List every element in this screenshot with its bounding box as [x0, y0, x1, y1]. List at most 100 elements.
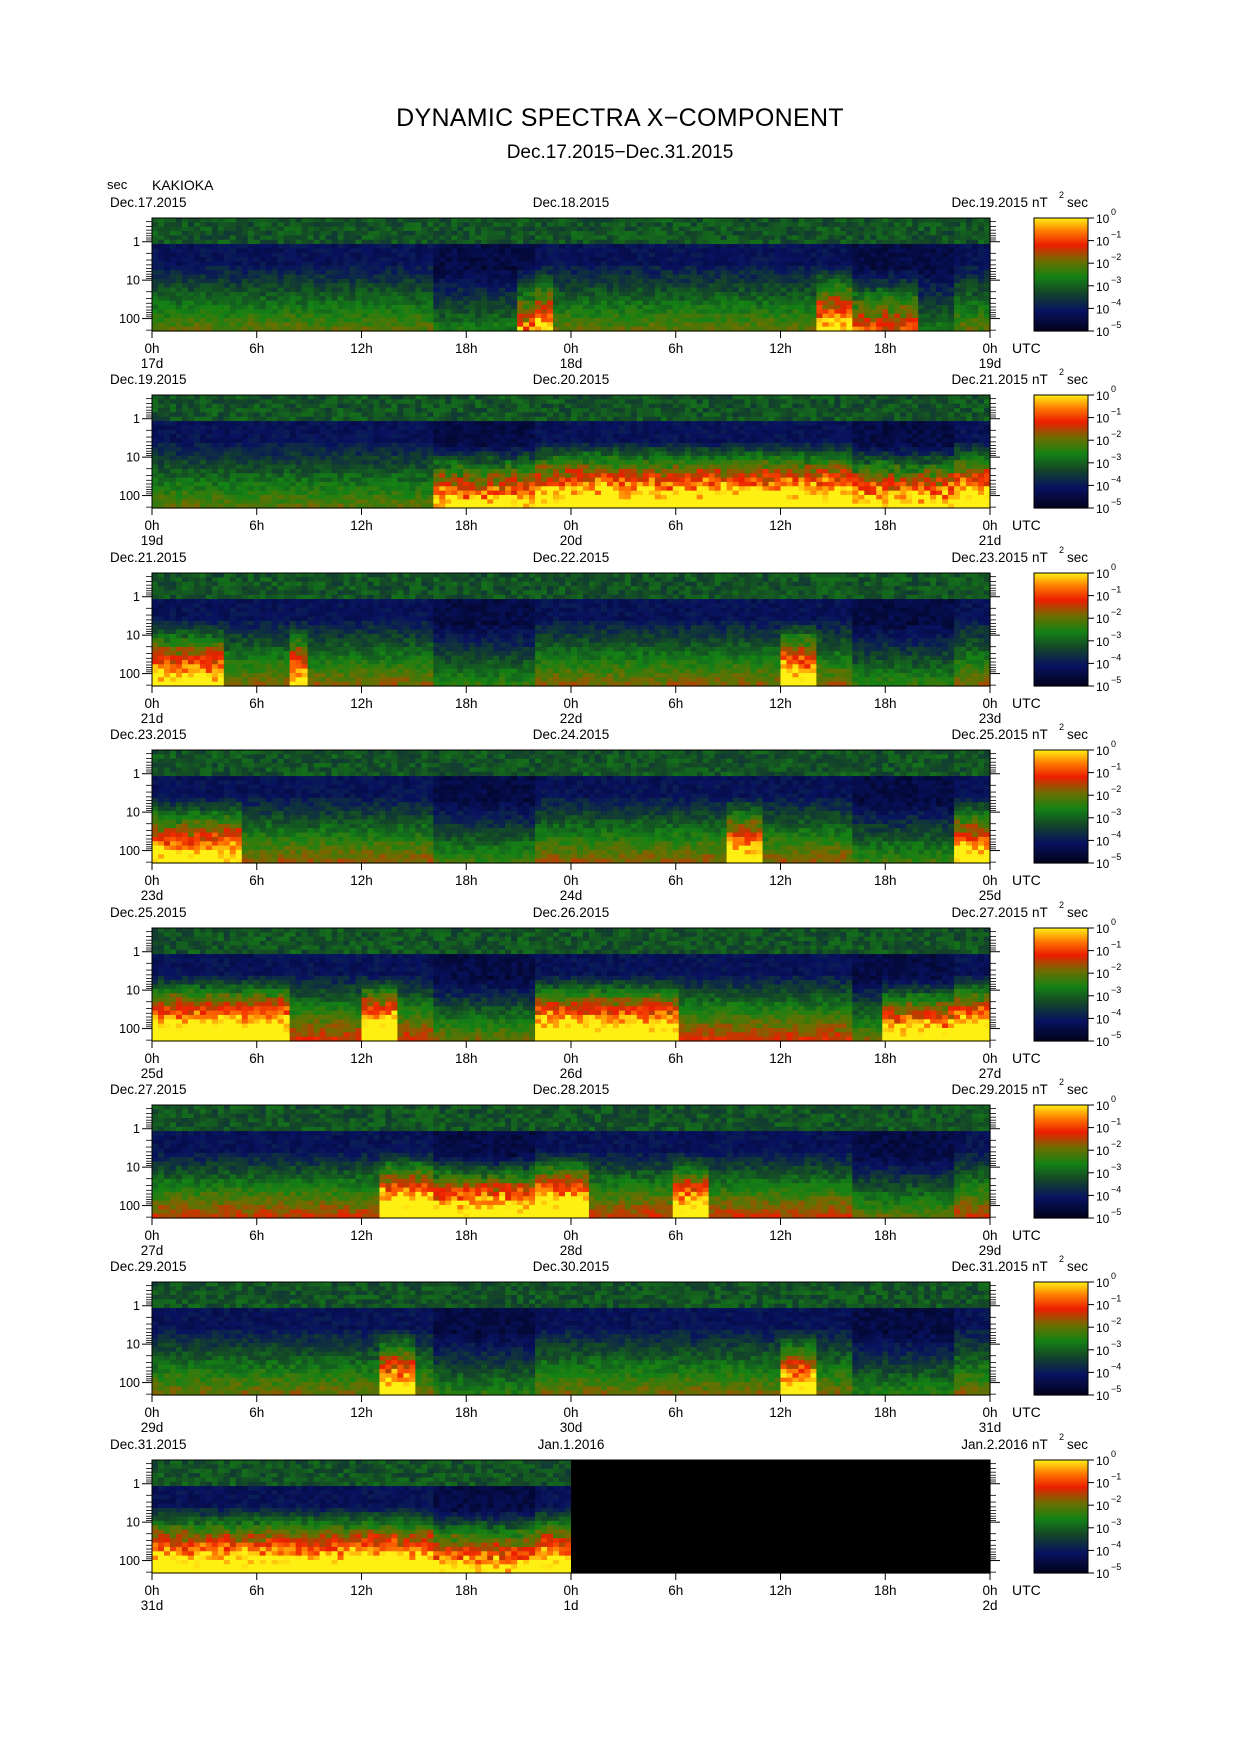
heatmap-cell: [427, 301, 434, 306]
heatmap-cell: [266, 261, 273, 266]
heatmap-cell: [344, 301, 351, 306]
heatmap-cell: [385, 309, 392, 314]
heatmap-cell: [158, 275, 165, 280]
heatmap-cell: [385, 296, 392, 301]
heatmap-cell: [356, 248, 363, 253]
heatmap-cell: [391, 261, 398, 266]
heatmap-cell: [188, 257, 195, 262]
heatmap-cell: [230, 275, 237, 280]
heatmap-cell: [242, 279, 249, 284]
heatmap-cell: [170, 283, 177, 288]
heatmap-cell: [206, 305, 213, 310]
heatmap-cell: [350, 248, 357, 253]
heatmap-cell: [385, 261, 392, 266]
panel-date-mid: Dec.18.2015: [533, 195, 610, 210]
heatmap-cell: [421, 318, 428, 323]
heatmap-cell: [433, 253, 440, 258]
heatmap-cell: [397, 231, 404, 236]
heatmap-cell: [350, 288, 357, 293]
heatmap-cell: [290, 261, 297, 266]
heatmap-cell: [403, 248, 410, 253]
heatmap-cell: [367, 275, 374, 280]
heatmap-cell: [230, 270, 237, 275]
heatmap-cell: [296, 266, 303, 271]
heatmap-cell: [206, 301, 213, 306]
heatmap-cell: [266, 218, 273, 223]
heatmap-cell: [338, 222, 345, 227]
heatmap-cell: [194, 309, 201, 314]
heatmap-cell: [242, 288, 249, 293]
heatmap-cell: [421, 244, 428, 249]
heatmap-cell: [182, 275, 189, 280]
heatmap-cell: [385, 244, 392, 249]
heatmap-cell: [266, 283, 273, 288]
heatmap-cell: [218, 309, 225, 314]
heatmap-cell: [206, 253, 213, 258]
heatmap-cell: [433, 244, 440, 249]
heatmap-cell: [356, 283, 363, 288]
heatmap-cell: [344, 227, 351, 232]
heatmap-cell: [445, 279, 452, 284]
heatmap-cell: [356, 218, 363, 223]
heatmap-cell: [212, 222, 219, 227]
heatmap-cell: [260, 288, 267, 293]
heatmap-cell: [421, 231, 428, 236]
heatmap-cell: [218, 253, 225, 258]
heatmap-cell: [356, 296, 363, 301]
heatmap-cell: [266, 322, 273, 327]
heatmap-cell: [212, 318, 219, 323]
heatmap-cell: [176, 244, 183, 249]
heatmap-cell: [320, 257, 327, 262]
heatmap-cell: [224, 222, 231, 227]
heatmap-cell: [344, 218, 351, 223]
heatmap-cell: [206, 292, 213, 297]
heatmap-cell: [212, 244, 219, 249]
heatmap-cell: [212, 248, 219, 253]
heatmap-cell: [260, 253, 267, 258]
heatmap-cell: [176, 218, 183, 223]
heatmap-cell: [284, 292, 291, 297]
heatmap-cell: [356, 222, 363, 227]
heatmap-cell: [164, 227, 171, 232]
heatmap-cell: [260, 314, 267, 319]
heatmap-cell: [200, 248, 207, 253]
heatmap-cell: [302, 222, 309, 227]
heatmap-cell: [182, 235, 189, 240]
heatmap-cell: [164, 253, 171, 258]
heatmap-cell: [236, 309, 243, 314]
heatmap-cell: [421, 270, 428, 275]
heatmap-cell: [385, 288, 392, 293]
heatmap-cell: [362, 322, 369, 327]
heatmap-cell: [302, 227, 309, 232]
heatmap-cell: [332, 301, 339, 306]
heatmap-cell: [212, 322, 219, 327]
heatmap-cell: [445, 296, 452, 301]
heatmap-cell: [433, 296, 440, 301]
heatmap-cell: [379, 296, 386, 301]
heatmap-cell: [170, 292, 177, 297]
heatmap-cell: [188, 227, 195, 232]
heatmap-cell: [152, 222, 159, 227]
heatmap-cell: [188, 283, 195, 288]
heatmap-cell: [218, 301, 225, 306]
heatmap-cell: [272, 253, 279, 258]
heatmap-cell: [379, 235, 386, 240]
heatmap-cell: [403, 240, 410, 245]
heatmap-cell: [206, 314, 213, 319]
heatmap-cell: [445, 270, 452, 275]
heatmap-cell: [254, 288, 261, 293]
heatmap-cell: [379, 244, 386, 249]
heatmap-cell: [332, 309, 339, 314]
heatmap-cell: [254, 279, 261, 284]
heatmap-cell: [385, 305, 392, 310]
heatmap-cell: [206, 275, 213, 280]
heatmap-cell: [230, 244, 237, 249]
heatmap-cell: [326, 309, 333, 314]
heatmap-cell: [248, 222, 255, 227]
heatmap-cell: [320, 301, 327, 306]
heatmap-cell: [296, 314, 303, 319]
heatmap-cell: [278, 305, 285, 310]
heatmap-cell: [415, 222, 422, 227]
heatmap-cell: [230, 240, 237, 245]
heatmap-cell: [158, 270, 165, 275]
